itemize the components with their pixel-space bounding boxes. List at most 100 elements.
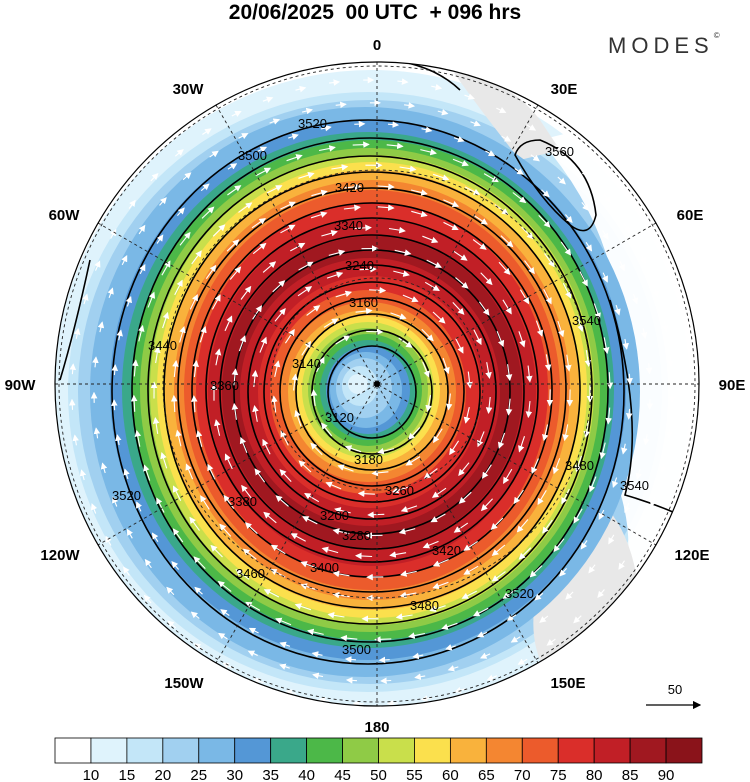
wind-arrow-icon: [579, 271, 588, 287]
wind-arrow-icon: [588, 476, 597, 493]
brand-logo: MODES©: [608, 31, 720, 59]
wind-arrow-icon: [344, 445, 362, 453]
wind-arrow-icon: [291, 373, 299, 391]
wind-arrow-icon: [231, 402, 239, 420]
colorbar-tick-label: 80: [586, 767, 603, 782]
colorbar-tick-label: 55: [406, 767, 423, 782]
wind-arrow-icon: [207, 463, 216, 480]
wind-arrow-icon: [131, 359, 139, 377]
wind-arrow-icon: [455, 277, 469, 289]
contour-label: 3500: [238, 148, 267, 163]
wind-arrow-icon: [443, 199, 460, 208]
wind-arrow-icon: [625, 408, 633, 420]
wind-arrow-icon: [529, 565, 543, 578]
wind-arrow-icon: [534, 592, 544, 601]
contour-label: 3400: [310, 560, 339, 575]
wind-arrow-icon: [583, 420, 590, 438]
wind-arrow-icon: [601, 272, 608, 283]
wind-arrow-icon: [650, 496, 657, 508]
wind-arrow-icon: [252, 242, 267, 255]
wind-arrow-icon: [411, 210, 428, 218]
colorbar-swatch: [414, 737, 451, 764]
wind-arrow-icon: [212, 224, 226, 237]
wind-arrow-icon: [172, 360, 179, 378]
wind-arrow-icon: [377, 204, 395, 211]
wind-arrow-icon: [262, 96, 274, 103]
wind-arrow-icon: [491, 544, 506, 557]
wind-arrow-icon: [429, 605, 446, 612]
wind-arrow-icon: [130, 394, 138, 412]
wind-arrow-icon: [585, 242, 593, 252]
wind-arrow-icon: [546, 389, 554, 407]
wind-arrow-icon: [518, 436, 526, 453]
wind-arrow-icon: [304, 492, 320, 503]
wind-arrow-icon: [310, 389, 318, 407]
wind-arrow-icon: [557, 176, 566, 185]
wind-arrow-icon: [223, 494, 235, 509]
wind-arrow-icon: [542, 519, 553, 534]
wind-arrow-icon: [635, 469, 642, 480]
wind-arrow-icon: [552, 458, 561, 475]
wind-arrow-icon: [125, 295, 132, 307]
wind-arrow-icon: [640, 328, 648, 340]
wind-arrow-icon: [518, 331, 526, 348]
wind-arrow-icon: [603, 194, 611, 204]
wind-arrow-icon: [82, 293, 89, 305]
wind-arrow-icon: [531, 458, 539, 475]
colorbar-tick-label: 70: [514, 767, 531, 782]
wind-arrow-icon: [420, 695, 432, 702]
wind-arrow-icon: [255, 167, 272, 177]
wind-arrow-icon: [453, 250, 468, 261]
wind-arrow-icon: [105, 535, 112, 546]
wind-arrow-icon: [354, 120, 366, 128]
colorbar-swatch: [126, 737, 164, 764]
wind-arrow-icon: [422, 540, 439, 549]
wind-arrow-icon: [241, 484, 252, 499]
wind-arrow-icon: [254, 468, 266, 483]
wind-arrow-icon: [321, 230, 338, 237]
wind-arrow-icon: [344, 656, 357, 663]
colorbar-tick-label: 45: [334, 767, 351, 782]
wind-arrow-icon: [425, 395, 432, 412]
wind-arrow-icon: [517, 658, 528, 665]
wind-arrow-icon: [259, 336, 267, 353]
wind-arrow-icon: [311, 651, 323, 658]
wind-arrow-icon: [464, 186, 481, 195]
wind-arrow-icon: [388, 226, 406, 234]
contour-label: 3460: [236, 566, 265, 581]
wind-arrow-icon: [424, 281, 440, 292]
wind-arrow-icon: [485, 396, 493, 414]
wind-arrow-icon: [235, 569, 250, 580]
wind-arrow-icon: [170, 394, 178, 413]
wind-arrow-icon: [496, 107, 507, 114]
wind-arrow-icon: [537, 490, 547, 506]
wind-arrow-icon: [366, 328, 384, 336]
wind-arrow-icon: [312, 672, 324, 679]
wind-arrow-icon: [501, 135, 512, 142]
wind-arrow-icon: [565, 591, 574, 600]
south-pole-marker: [374, 381, 380, 387]
wind-arrow-icon: [320, 124, 332, 132]
wind-arrow-icon: [505, 364, 513, 382]
wind-arrow-icon: [328, 249, 346, 256]
wind-arrow-icon: [112, 496, 119, 507]
wind-arrow-icon: [496, 330, 505, 348]
wind-arrow-icon: [458, 462, 470, 476]
wind-arrow-icon: [270, 544, 286, 555]
wind-arrow-icon: [202, 128, 212, 135]
colorbar-swatch: [449, 737, 487, 764]
wind-arrow-icon: [445, 644, 456, 651]
wind-arrow-icon: [631, 293, 639, 305]
wind-arrow-icon: [498, 261, 511, 276]
wind-arrow-icon: [231, 368, 239, 386]
contour-label: 3540: [620, 478, 649, 493]
wind-arrow-icon: [626, 373, 633, 385]
wind-arrow-icon: [286, 154, 303, 162]
wind-arrow-icon: [189, 294, 198, 310]
wind-arrow-icon: [227, 185, 242, 196]
wind-arrow-icon: [171, 560, 180, 570]
lon-label-60e: 60E: [677, 207, 704, 224]
wind-arrow-icon: [92, 356, 99, 368]
wind-arrow-icon: [273, 360, 281, 378]
wind-arrow-icon: [559, 568, 568, 577]
